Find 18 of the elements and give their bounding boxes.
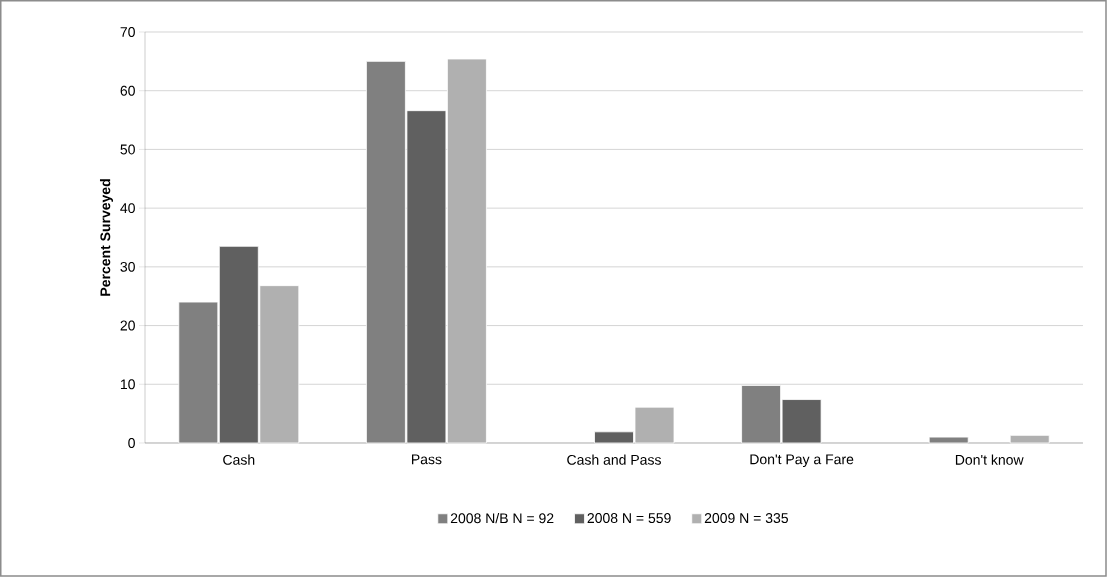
y-tick-label: 0 <box>128 438 135 448</box>
y-tick-label: 50 <box>120 144 135 155</box>
y-tick-label: 60 <box>120 85 135 96</box>
legend-label: 2009 N = 335 <box>704 513 788 524</box>
y-tick-label: 30 <box>120 261 135 272</box>
y-tick-label: 40 <box>120 203 135 214</box>
x-tick-label: Don't Pay a Fare <box>750 454 854 468</box>
x-tick-label: Don't know <box>955 454 1024 465</box>
x-tick-label: Pass <box>411 454 442 465</box>
legend-label: 2008 N/B N = 92 <box>450 512 554 524</box>
x-tick-label: Cash <box>223 454 255 465</box>
legend-label: 2008 N = 559 <box>587 513 671 524</box>
bar <box>1009 434 1050 444</box>
y-tick-label: 70 <box>120 27 135 37</box>
y-tick-label: 10 <box>120 379 135 390</box>
x-tick-label: Cash and Pass <box>567 454 661 465</box>
y-axis-title: Percent Surveyed <box>99 179 114 296</box>
y-tick-label: 20 <box>120 320 135 331</box>
